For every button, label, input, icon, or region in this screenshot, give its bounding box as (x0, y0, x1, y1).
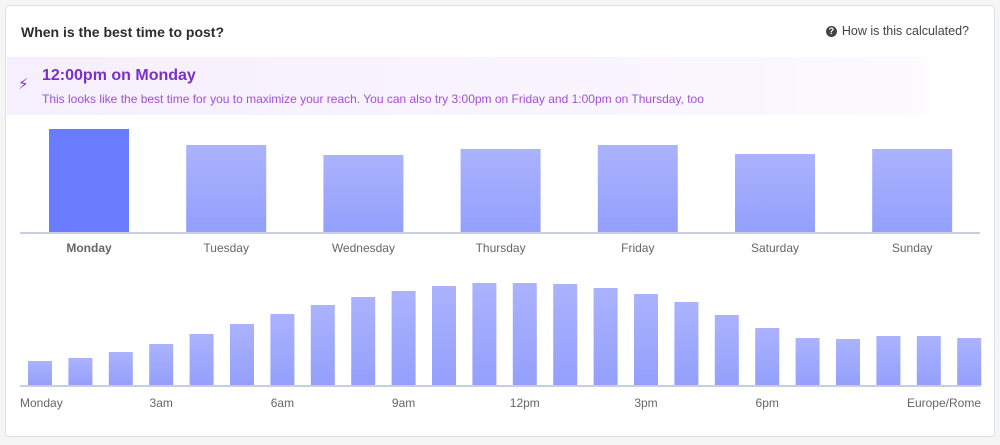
hour-bar[interactable] (957, 338, 982, 386)
day-bar-sunday[interactable] (872, 149, 953, 233)
day-bar-wednesday[interactable] (323, 155, 404, 233)
hour-bar[interactable] (795, 338, 820, 386)
hour-tick-label: 6am (271, 396, 294, 410)
hour-bar[interactable] (512, 283, 537, 386)
hour-tick-label: 12pm (510, 396, 540, 410)
hour-tick-label: 9am (392, 396, 415, 410)
question-circle-icon: ? (825, 25, 837, 37)
hour-bar[interactable] (68, 358, 93, 386)
day-label: Sunday (892, 241, 933, 255)
day-bar-thursday[interactable] (460, 149, 541, 233)
timezone-label: Europe/Rome (907, 396, 981, 410)
hour-bar[interactable] (432, 286, 456, 386)
hour-bar[interactable] (876, 336, 901, 386)
hour-bar[interactable] (391, 291, 416, 386)
card-title: When is the best time to post? (21, 24, 225, 40)
day-bar-friday[interactable] (597, 145, 678, 233)
hour-bar[interactable] (351, 297, 376, 386)
day-bar-saturday[interactable] (735, 154, 815, 233)
hour-bar[interactable] (553, 284, 578, 386)
hour-bar[interactable] (270, 314, 295, 386)
hour-tick-label: Monday (20, 396, 63, 410)
hour-bar[interactable] (755, 328, 780, 386)
how-calculated-label: How is this calculated? (841, 24, 969, 38)
hour-bar[interactable] (472, 283, 497, 386)
hour-bar[interactable] (230, 324, 254, 386)
best-time-title: 12:00pm on Monday (42, 67, 196, 84)
hour-bar[interactable] (836, 339, 860, 386)
day-bar-tuesday[interactable] (186, 145, 267, 233)
hour-bar[interactable] (634, 294, 658, 386)
hour-bar[interactable] (674, 302, 699, 386)
day-bar-monday[interactable] (49, 129, 129, 233)
hour-bar[interactable] (310, 305, 335, 386)
hour-bar[interactable] (108, 352, 133, 386)
hour-bar[interactable] (714, 315, 739, 386)
hour-tick-label: 3am (150, 396, 173, 410)
day-label: Friday (621, 241, 654, 255)
hour-bar[interactable] (149, 344, 174, 386)
day-label: Thursday (476, 241, 526, 255)
day-label: Wednesday (332, 241, 395, 255)
hour-tick-label: 6pm (756, 396, 779, 410)
best-time-banner: ⚡︎ 12:00pm on Monday This looks like the… (7, 57, 927, 115)
day-label: Tuesday (203, 241, 249, 255)
hour-bar[interactable] (916, 336, 941, 386)
best-time-text: This looks like the best time for you to… (42, 92, 704, 106)
hour-bar[interactable] (593, 288, 618, 386)
lightning-bolt-icon: ⚡︎ (18, 76, 29, 93)
day-label: Monday (66, 241, 112, 255)
hour-tick-label: 3pm (634, 396, 657, 410)
how-calculated-link[interactable]: ? How is this calculated? (825, 24, 969, 38)
hour-bar[interactable] (28, 361, 52, 386)
hour-bar[interactable] (189, 334, 214, 386)
day-label: Saturday (751, 241, 799, 255)
